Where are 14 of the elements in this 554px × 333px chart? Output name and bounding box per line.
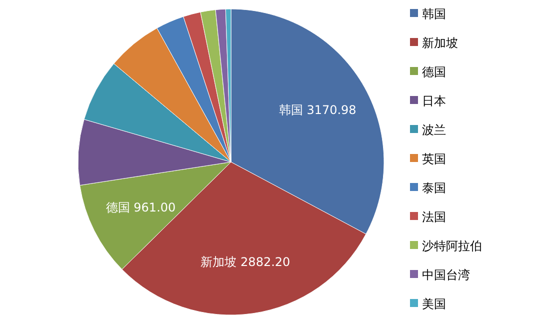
legend-label: 波兰 — [422, 123, 446, 137]
legend-label: 德国 — [422, 65, 446, 79]
legend-label: 美国 — [422, 297, 446, 311]
legend-label: 泰国 — [422, 181, 446, 195]
category-label: 德国 961.00 — [106, 200, 176, 214]
legend-label: 新加坡 — [422, 36, 458, 50]
legend-label: 韩国 — [422, 7, 446, 21]
category-label: 新加坡 2882.20 — [200, 254, 290, 269]
legend-label: 英国 — [422, 152, 446, 166]
legend-label: 日本 — [422, 94, 446, 108]
legend-label: 法国 — [422, 210, 446, 224]
legend-label: 沙特阿拉伯 — [422, 239, 482, 253]
legend-label: 中国台湾 — [422, 268, 470, 282]
category-label: 韩国 3170.98 — [278, 103, 356, 118]
